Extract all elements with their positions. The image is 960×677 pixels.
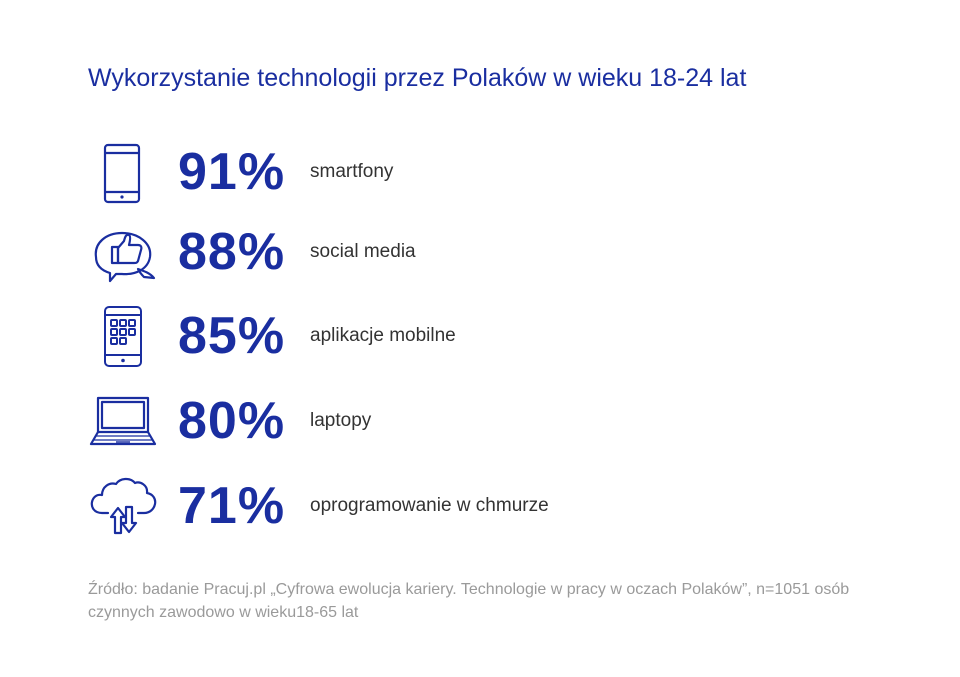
- stat-row-laptops: 80% laptopy: [0, 386, 960, 456]
- stat-label: aplikacje mobilne: [310, 325, 456, 346]
- stat-row-social-media: 88% social media: [0, 217, 960, 287]
- smartphone-icon: [88, 137, 158, 207]
- stat-label: oprogramowanie w chmurze: [310, 495, 549, 516]
- source-line: Źródło: badanie Pracuj.pl „Cyfrowa ewolu…: [88, 581, 850, 598]
- mobile-apps-icon: [88, 301, 158, 371]
- source-note: Źródło: badanie Pracuj.pl „Cyfrowa ewolu…: [88, 578, 888, 624]
- stat-row-smartphones: 91% smartfony: [0, 137, 960, 207]
- social-media-like-icon: [88, 217, 158, 287]
- stat-label: smartfony: [310, 161, 394, 182]
- cloud-sync-icon: [88, 471, 158, 541]
- source-line: czynnych zawodowo w wieku18-65 lat: [88, 604, 359, 621]
- chart-title: Wykorzystanie technologii przez Polaków …: [88, 64, 747, 92]
- laptop-icon: [88, 386, 158, 456]
- stat-value: 85%: [178, 307, 286, 365]
- stat-label: laptopy: [310, 410, 372, 431]
- stat-value: 80%: [178, 392, 286, 450]
- stat-row-mobile-apps: 85% aplikacje mobilne: [0, 301, 960, 371]
- stat-value: 71%: [178, 477, 286, 535]
- stat-row-cloud-software: 71% oprogramowanie w chmurze: [0, 471, 960, 541]
- stat-value: 91%: [178, 143, 286, 201]
- stat-label: social media: [310, 241, 416, 262]
- stat-value: 88%: [178, 223, 286, 281]
